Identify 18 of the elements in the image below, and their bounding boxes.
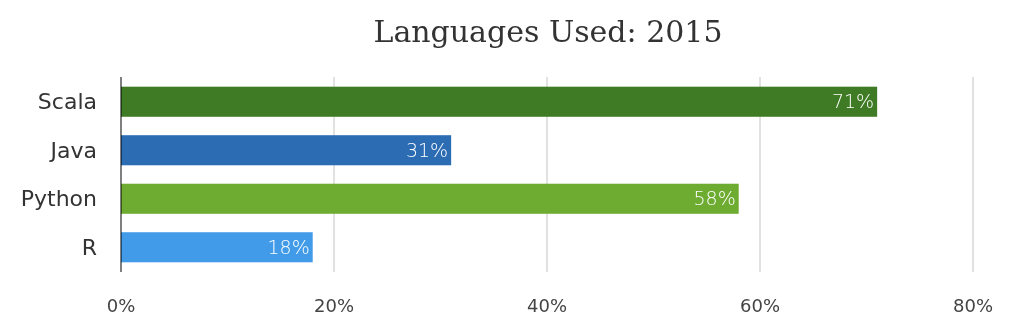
data-label: 71% — [831, 90, 875, 113]
y-tick-label: R — [81, 234, 97, 260]
data-label: 31% — [405, 138, 449, 161]
chart-title: Languages Used: 2015 — [373, 14, 723, 49]
data-label: 18% — [267, 235, 310, 258]
bar — [121, 135, 452, 166]
y-tick-label: Java — [48, 137, 97, 163]
x-tick-label: 80% — [952, 295, 994, 316]
y-tick-label: Scala — [37, 89, 97, 115]
bar — [121, 86, 878, 117]
bar — [121, 183, 739, 214]
y-tick-label: Python — [20, 186, 97, 212]
x-tick-label: 20% — [313, 295, 355, 316]
data-label: 58% — [693, 187, 736, 210]
x-tick-label: 0% — [106, 295, 136, 316]
x-tick-label: 40% — [526, 295, 568, 316]
x-tick-label: 60% — [739, 295, 781, 316]
bar — [121, 232, 313, 263]
